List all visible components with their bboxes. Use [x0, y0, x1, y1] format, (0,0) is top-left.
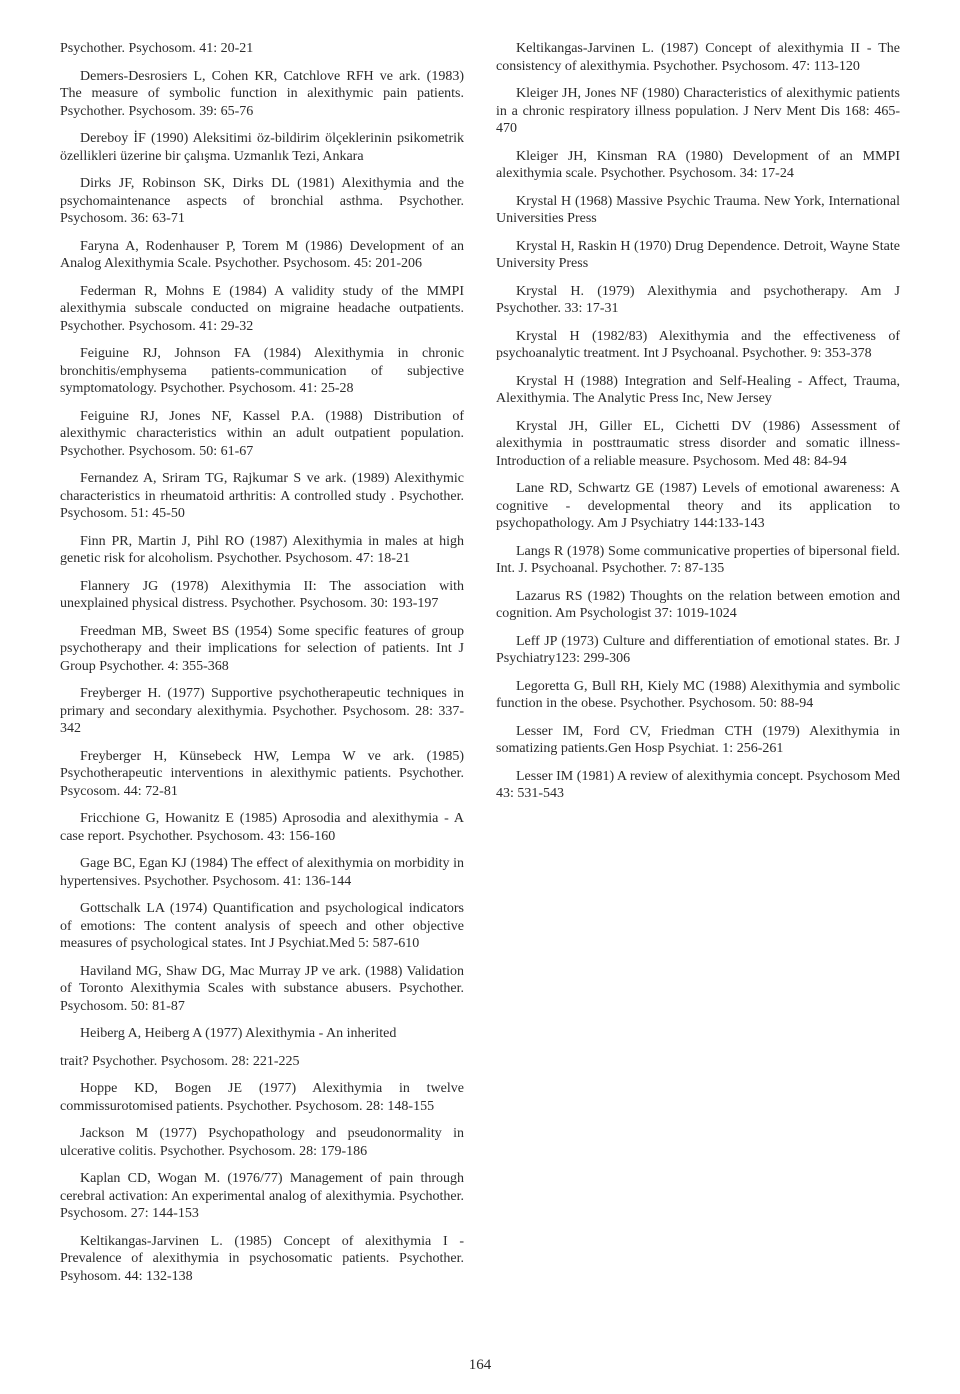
reference-entry: Demers-Desrosiers L, Cohen KR, Catchlove…: [60, 68, 464, 121]
reference-entry: Dirks JF, Robinson SK, Dirks DL (1981) A…: [60, 175, 464, 228]
reference-entry: Feiguine RJ, Jones NF, Kassel P.A. (1988…: [60, 408, 464, 461]
reference-entry: Kleiger JH, Kinsman RA (1980) Developmen…: [496, 148, 900, 183]
reference-entry: Legoretta G, Bull RH, Kiely MC (1988) Al…: [496, 678, 900, 713]
reference-entry: Finn PR, Martin J, Pihl RO (1987) Alexit…: [60, 533, 464, 568]
reference-entry: Kleiger JH, Jones NF (1980) Characterist…: [496, 85, 900, 138]
reference-entry: Keltikangas-Jarvinen L. (1985) Concept o…: [60, 1233, 464, 1286]
reference-entry: Heiberg A, Heiberg A (1977) Alexithymia …: [60, 1025, 464, 1043]
reference-entry: Fernandez A, Sriram TG, Rajkumar S ve ar…: [60, 470, 464, 523]
reference-entry: Krystal H (1968) Massive Psychic Trauma.…: [496, 193, 900, 228]
reference-entry: Gottschalk LA (1974) Quantification and …: [60, 900, 464, 953]
reference-entry: Krystal H (1988) Integration and Self-He…: [496, 373, 900, 408]
reference-entry: Langs R (1978) Some communicative proper…: [496, 543, 900, 578]
reference-entry: Keltikangas-Jarvinen L. (1987) Concept o…: [496, 40, 900, 75]
reference-entry: Freyberger H, Künsebeck HW, Lempa W ve a…: [60, 748, 464, 801]
reference-entry: Gage BC, Egan KJ (1984) The effect of al…: [60, 855, 464, 890]
reference-entry: Lesser IM, Ford CV, Friedman CTH (1979) …: [496, 723, 900, 758]
reference-entry: Krystal H. (1979) Alexithymia and psycho…: [496, 283, 900, 318]
reference-entry: Krystal JH, Giller EL, Cichetti DV (1986…: [496, 418, 900, 471]
reference-entry: Flannery JG (1978) Alexithymia II: The a…: [60, 578, 464, 613]
reference-entry: Kaplan CD, Wogan M. (1976/77) Management…: [60, 1170, 464, 1223]
reference-entry: Hoppe KD, Bogen JE (1977) Alexithymia in…: [60, 1080, 464, 1115]
reference-entry: Krystal H (1982/83) Alexithymia and the …: [496, 328, 900, 363]
reference-entry: Fricchione G, Howanitz E (1985) Aprosodi…: [60, 810, 464, 845]
reference-entry: Feiguine RJ, Johnson FA (1984) Alexithym…: [60, 345, 464, 398]
reference-entry: Lazarus RS (1982) Thoughts on the relati…: [496, 588, 900, 623]
reference-entry: Lesser IM (1981) A review of alexithymia…: [496, 768, 900, 803]
reference-entry: Krystal H, Raskin H (1970) Drug Dependen…: [496, 238, 900, 273]
reference-entry: Lane RD, Schwartz GE (1987) Levels of em…: [496, 480, 900, 533]
reference-entry: Dereboy İF (1990) Aleksitimi öz-bildirim…: [60, 130, 464, 165]
reference-entry: Haviland MG, Shaw DG, Mac Murray JP ve a…: [60, 963, 464, 1016]
reference-entry: Faryna A, Rodenhauser P, Torem M (1986) …: [60, 238, 464, 273]
page-number: 164: [0, 1357, 960, 1394]
reference-entry: Freyberger H. (1977) Supportive psychoth…: [60, 685, 464, 738]
reference-entry: trait? Psychother. Psychosom. 28: 221-22…: [60, 1053, 464, 1071]
reference-entry: Federman R, Mohns E (1984) A validity st…: [60, 283, 464, 336]
reference-entry: Jackson M (1977) Psychopathology and pse…: [60, 1125, 464, 1160]
reference-entry: Psychother. Psychosom. 41: 20-21: [60, 40, 464, 58]
references-page: Psychother. Psychosom. 41: 20-21 Demers-D…: [0, 0, 960, 1357]
reference-entry: Freedman MB, Sweet BS (1954) Some specif…: [60, 623, 464, 676]
reference-entry: Leff JP (1973) Culture and differentiati…: [496, 633, 900, 668]
